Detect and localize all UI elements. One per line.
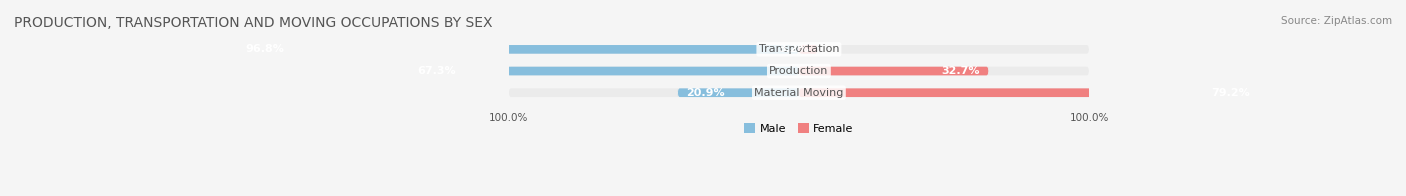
FancyBboxPatch shape — [509, 67, 1090, 75]
FancyBboxPatch shape — [799, 88, 1258, 97]
Text: 3.2%: 3.2% — [778, 44, 808, 54]
FancyBboxPatch shape — [509, 45, 1090, 54]
FancyBboxPatch shape — [509, 88, 1090, 97]
Text: Production: Production — [769, 66, 828, 76]
Text: Material Moving: Material Moving — [754, 88, 844, 98]
FancyBboxPatch shape — [799, 45, 817, 54]
Text: Source: ZipAtlas.com: Source: ZipAtlas.com — [1281, 16, 1392, 26]
FancyBboxPatch shape — [678, 88, 799, 97]
Text: 79.2%: 79.2% — [1211, 88, 1250, 98]
FancyBboxPatch shape — [236, 45, 799, 54]
Legend: Male, Female: Male, Female — [744, 123, 853, 134]
Text: 20.9%: 20.9% — [686, 88, 725, 98]
Text: 96.8%: 96.8% — [246, 44, 284, 54]
FancyBboxPatch shape — [408, 67, 799, 75]
Text: Transportation: Transportation — [759, 44, 839, 54]
Text: 32.7%: 32.7% — [942, 66, 980, 76]
FancyBboxPatch shape — [799, 67, 988, 75]
Text: PRODUCTION, TRANSPORTATION AND MOVING OCCUPATIONS BY SEX: PRODUCTION, TRANSPORTATION AND MOVING OC… — [14, 16, 492, 30]
Text: 67.3%: 67.3% — [418, 66, 456, 76]
